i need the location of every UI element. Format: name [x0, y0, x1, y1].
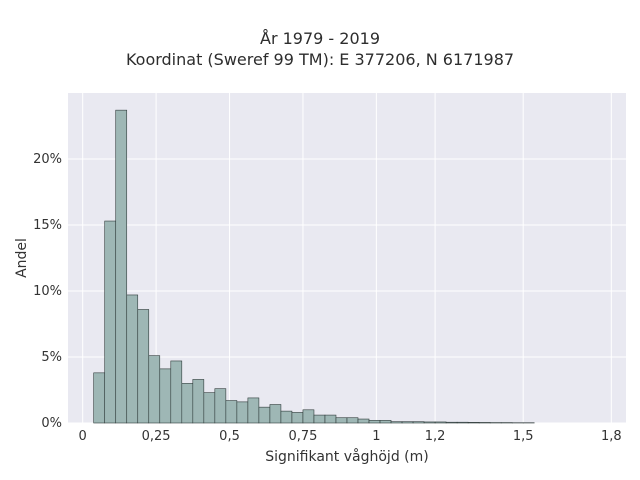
- x-tick-label: 1,5: [513, 429, 534, 444]
- histogram-bar: [423, 421, 436, 424]
- title-block: År 1979 - 2019 Koordinat (Sweref 99 TM):…: [0, 28, 640, 70]
- histogram-bar: [368, 420, 381, 424]
- x-tick-labels: 0 0,25 0,5 0,75 1 1,2 1,5 1,8: [79, 429, 622, 444]
- histogram-bar: [258, 406, 271, 424]
- x-tick-label: 1: [372, 429, 380, 444]
- x-tick-label: 0,75: [288, 429, 317, 444]
- grid-lines: [68, 93, 626, 424]
- histogram-bar: [181, 383, 194, 424]
- histogram-bar: [379, 420, 392, 424]
- y-tick-label: 5%: [41, 350, 62, 365]
- histogram-bar: [137, 309, 150, 424]
- histogram-bar: [236, 401, 249, 424]
- histogram-bar: [302, 409, 315, 424]
- plot-area: [68, 93, 626, 423]
- histogram-bar: [203, 392, 216, 424]
- histogram-bar: [313, 414, 326, 424]
- y-tick-label: 20%: [33, 152, 62, 167]
- histogram-bar: [324, 414, 337, 424]
- histogram-bar: [390, 421, 403, 424]
- histogram-bar: [93, 372, 106, 424]
- histogram-bar: [225, 400, 238, 424]
- x-axis-label: Signifikant våghöjd (m): [265, 448, 428, 465]
- histogram-bar: [456, 421, 469, 424]
- histogram-bar: [170, 360, 183, 424]
- y-tick-label: 10%: [33, 284, 62, 299]
- x-tick-label: 1,2: [425, 429, 446, 444]
- histogram-bar: [247, 397, 260, 424]
- histogram-bar: [269, 404, 282, 424]
- histogram-bar: [159, 368, 172, 424]
- y-tick-labels: 0% 5% 10% 15% 20%: [33, 152, 62, 431]
- histogram-bar: [357, 418, 370, 424]
- y-axis-label: Andel: [14, 238, 30, 278]
- histogram-bar: [291, 412, 304, 424]
- histogram-bar: [214, 388, 227, 424]
- histogram-bar: [445, 421, 458, 424]
- y-tick-label: 15%: [33, 218, 62, 233]
- chart-title: År 1979 - 2019: [260, 29, 380, 48]
- y-tick-label: 0%: [41, 416, 62, 431]
- histogram-bar: [335, 417, 348, 424]
- x-tick-label: 1,8: [601, 429, 622, 444]
- x-tick-label: 0,5: [219, 429, 240, 444]
- histogram-bar: [478, 422, 491, 424]
- histogram-bar: [115, 109, 128, 424]
- histogram-bar: [192, 379, 205, 424]
- histogram-bar: [401, 421, 414, 424]
- histogram-bar: [148, 355, 161, 424]
- histogram-bar: [412, 421, 425, 424]
- histogram-bar: [467, 422, 480, 424]
- histogram-bar: [104, 220, 117, 424]
- x-tick-label: 0,25: [142, 429, 171, 444]
- histogram-bar: [346, 417, 359, 424]
- histogram-bar: [126, 294, 139, 424]
- histogram-bar: [434, 421, 447, 424]
- bars: [93, 109, 535, 424]
- histogram-bar: [280, 410, 293, 424]
- x-tick-label: 0: [79, 429, 87, 444]
- chart-subtitle: Koordinat (Sweref 99 TM): E 377206, N 61…: [125, 50, 515, 69]
